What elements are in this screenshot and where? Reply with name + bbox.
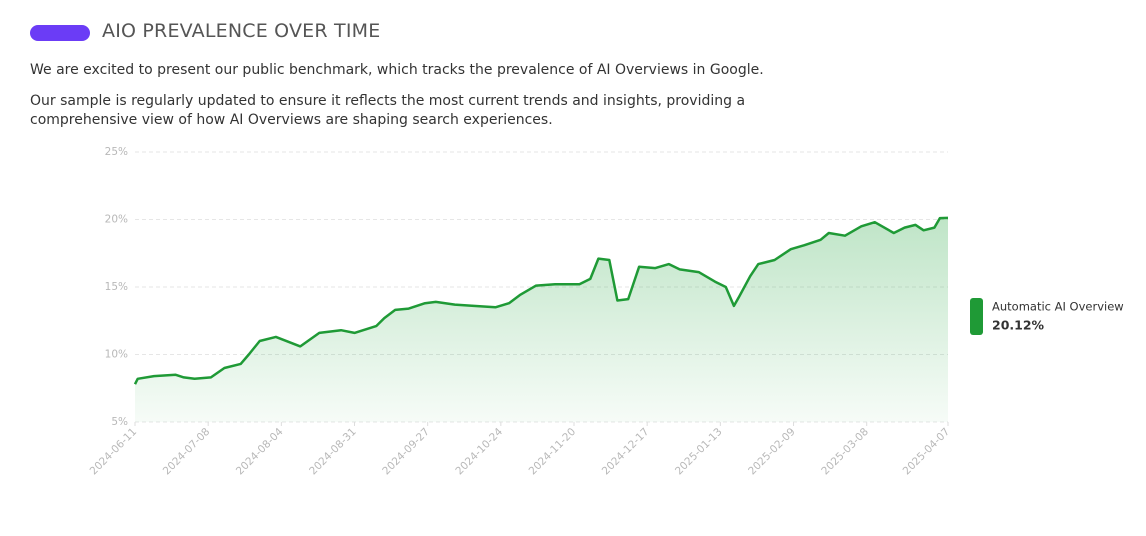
legend-label: Automatic AI Overview — [992, 300, 1124, 314]
x-tick-label: 2024-08-04 — [234, 426, 286, 478]
x-tick-label: 2024-08-31 — [307, 426, 359, 478]
line — [133, 216, 949, 385]
x-tick-label: 2024-10-24 — [453, 426, 505, 478]
area-fill — [135, 217, 948, 422]
x-tick-label: 2025-01-13 — [673, 426, 725, 478]
x-tick-label: 2025-03-08 — [819, 426, 871, 478]
y-tick-label: 25% — [105, 146, 128, 158]
x-tick-label: 2025-02-09 — [746, 426, 798, 478]
x-tick-label: 2024-07-08 — [161, 426, 213, 478]
y-tick-label: 20% — [105, 214, 128, 226]
legend-value: 20.12% — [992, 318, 1045, 333]
x-tick-label: 2024-11-20 — [527, 426, 579, 478]
x-tick-label: 2024-06-11 — [88, 426, 140, 478]
x-tick-label: 2024-12-17 — [600, 426, 652, 478]
title: AIO PREVALENCE OVER TIME — [102, 20, 381, 42]
paragraph: We are excited to present our public ben… — [30, 62, 764, 78]
x-tick-label: 2024-09-27 — [380, 426, 432, 478]
paragraph: Our sample is regularly updated to ensur… — [30, 93, 746, 128]
header-pill — [30, 25, 90, 41]
y-tick-label: 15% — [105, 281, 128, 293]
x-tick-label: 2025-04-07 — [901, 426, 953, 478]
y-tick-label: 5% — [111, 416, 128, 428]
legend-swatch — [970, 298, 983, 335]
y-tick-label: 10% — [105, 349, 128, 361]
